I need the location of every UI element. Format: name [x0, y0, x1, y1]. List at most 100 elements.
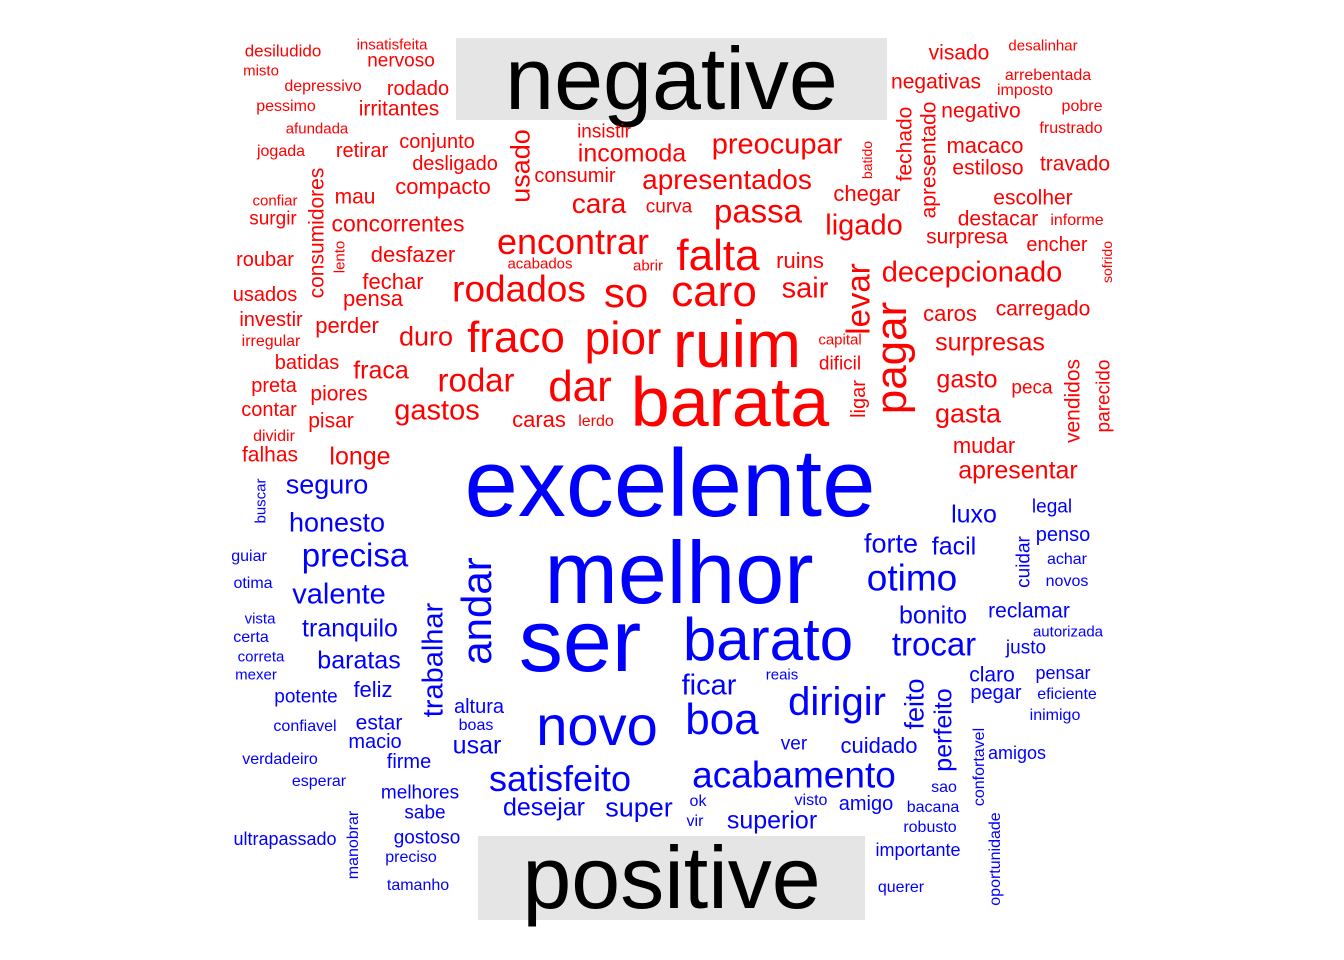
negative-word: so [603, 269, 649, 316]
negative-word: irritantes [358, 97, 440, 121]
negative-word: conjunto [399, 131, 475, 153]
negative-word: cara [571, 188, 627, 219]
positive-word: feliz [353, 677, 393, 702]
negative-word: arrebentada [1004, 67, 1092, 84]
negative-word: apresentar [958, 456, 1078, 485]
negative-word: mau [334, 185, 376, 209]
negative-word: lento [331, 240, 349, 274]
positive-word: verdadeiro [242, 751, 318, 768]
negative-word: gastos [394, 394, 480, 427]
positive-word: tamanho [386, 877, 450, 894]
positive-label: positive [478, 828, 865, 927]
negative-word: apresentados [642, 164, 812, 195]
negative-word: surpresas [935, 328, 1045, 357]
negative-word: caros [923, 301, 977, 326]
positive-word: legal [1031, 496, 1073, 518]
positive-word: gostoso [393, 827, 461, 849]
positive-word: ficar [681, 669, 737, 702]
positive-word: querer [877, 879, 925, 896]
negative-word: usados [232, 284, 298, 306]
negative-word: encher [1026, 234, 1088, 256]
positive-word: pensar [1035, 663, 1091, 683]
negative-word: imposto [996, 82, 1054, 99]
positive-word: seguro [285, 469, 369, 500]
negative-word: chegar [833, 181, 901, 206]
negative-word: mudar [952, 433, 1016, 458]
negative-word: desligado [412, 153, 498, 175]
negative-word: pobre [1061, 98, 1103, 115]
negative-word: duro [398, 321, 454, 352]
negative-word: batidas [274, 352, 340, 374]
negative-word: roubar [236, 249, 294, 271]
negative-word: irregular [241, 333, 301, 350]
positive-word: macio [348, 731, 402, 753]
negative-word: ligar [848, 380, 870, 418]
positive-word: amigo [838, 793, 894, 815]
positive-word: vir [686, 813, 704, 830]
negative-word: negativo [941, 99, 1021, 123]
positive-word: excelente [464, 430, 876, 537]
positive-word: inimigo [1029, 707, 1081, 724]
positive-word: estar [355, 711, 403, 735]
negative-word: frustrado [1039, 120, 1103, 137]
negative-word: sair [781, 272, 829, 305]
positive-word: manobrar [345, 810, 362, 880]
negative-word: dificil [818, 353, 862, 375]
negative-label: negative [456, 29, 887, 128]
negative-word: estiloso [952, 156, 1024, 180]
negative-word: abrir [632, 257, 664, 275]
positive-word: amigos [987, 743, 1047, 763]
positive-word: sao [931, 779, 957, 796]
negative-word: apresentado [917, 101, 941, 219]
positive-word: preciso [385, 849, 437, 866]
positive-word: ok [689, 793, 707, 810]
positive-word: sabe [404, 802, 446, 824]
negative-word: preta [251, 375, 297, 397]
positive-word: certa [233, 629, 269, 646]
negative-word: gasta [934, 398, 1002, 429]
negative-word: depressivo [284, 78, 362, 95]
positive-word: feito [899, 678, 930, 730]
negative-word: caro [671, 267, 757, 316]
negative-word: ruim [672, 307, 802, 381]
negative-word: insatisfeita [356, 36, 428, 54]
positive-word: melhores [380, 782, 460, 804]
negative-word: batido [859, 140, 875, 180]
negative-word: acabados [507, 255, 573, 273]
positive-word: cuidar [1013, 536, 1035, 588]
negative-word: piores [310, 382, 368, 406]
negative-word: usado [505, 129, 536, 203]
positive-word: claro [969, 663, 1015, 687]
negative-word: sofrido [1099, 240, 1115, 284]
negative-word: dar [548, 362, 612, 411]
positive-word: bonito [898, 601, 968, 630]
negative-word: insistir [577, 121, 631, 143]
negative-word: lerdo [578, 413, 614, 430]
negative-word: peca [1011, 377, 1053, 399]
positive-word: otimo [866, 557, 958, 599]
positive-word: novo [536, 694, 658, 757]
negative-word: pessimo [256, 98, 316, 115]
positive-word: boas [458, 717, 494, 734]
negative-word: negativas [891, 70, 981, 94]
negative-word: perder [315, 313, 379, 338]
positive-word: facil [931, 532, 977, 561]
positive-word: melhor [544, 523, 814, 622]
positive-word: cuidado [840, 733, 918, 758]
negative-word: curva [645, 196, 693, 218]
negative-word: dividir [253, 428, 295, 445]
positive-word: potente [274, 686, 338, 708]
negative-word: informe [1050, 212, 1104, 229]
positive-word: trocar [891, 625, 977, 663]
positive-word: perfeito [929, 688, 958, 772]
negative-word: preocupar [711, 128, 843, 161]
positive-word: visto [794, 792, 828, 809]
positive-word: confiavel [273, 718, 337, 735]
negative-word: capital [818, 331, 862, 349]
positive-word: ser [518, 591, 642, 690]
negative-word: surpresa [926, 225, 1008, 249]
positive-word: ultrapassado [233, 829, 337, 849]
negative-word: pensa [343, 286, 403, 311]
positive-word: luxo [951, 500, 997, 529]
negative-word: gasto [936, 365, 998, 394]
